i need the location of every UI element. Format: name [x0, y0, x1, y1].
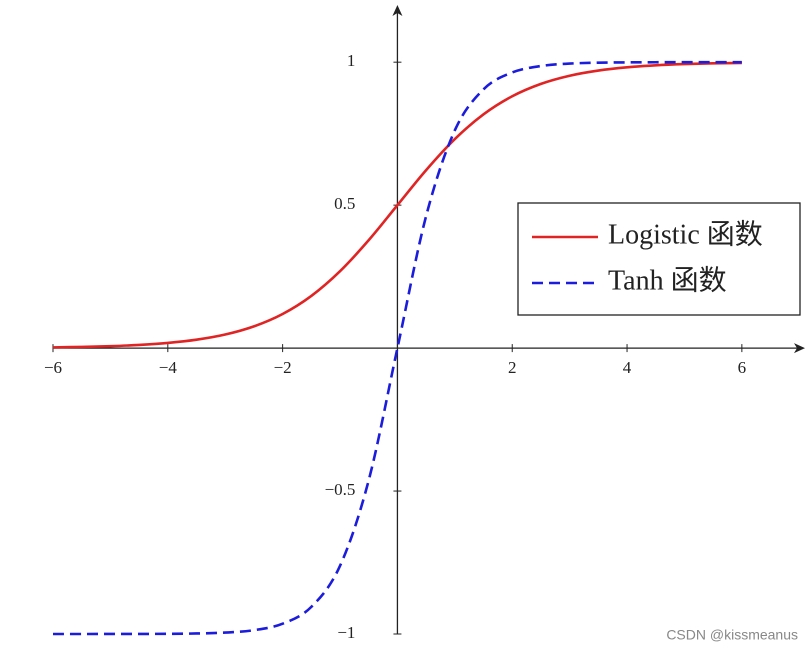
- x-tick-label: −2: [274, 358, 292, 377]
- y-tick-label: 0.5: [334, 194, 355, 213]
- x-axis-arrow: [794, 343, 805, 354]
- y-axis-arrow: [392, 5, 403, 16]
- series-line: [52, 60, 742, 636]
- x-tick-label: −6: [44, 358, 62, 377]
- legend-label: Tanh 函数: [608, 264, 727, 296]
- y-tick-label: −0.5: [325, 480, 356, 499]
- series-line: [52, 61, 742, 349]
- x-tick-label: −4: [159, 358, 178, 377]
- y-tick-label: −1: [337, 623, 355, 642]
- x-tick-label: 6: [738, 358, 747, 377]
- x-tick-label: 4: [623, 358, 632, 377]
- legend-box: [517, 202, 801, 316]
- legend-label: Logistic 函数: [608, 218, 763, 250]
- watermark: CSDN @kissmeanus: [666, 627, 798, 643]
- y-tick-label: 1: [347, 51, 356, 70]
- x-tick-label: 2: [508, 358, 517, 377]
